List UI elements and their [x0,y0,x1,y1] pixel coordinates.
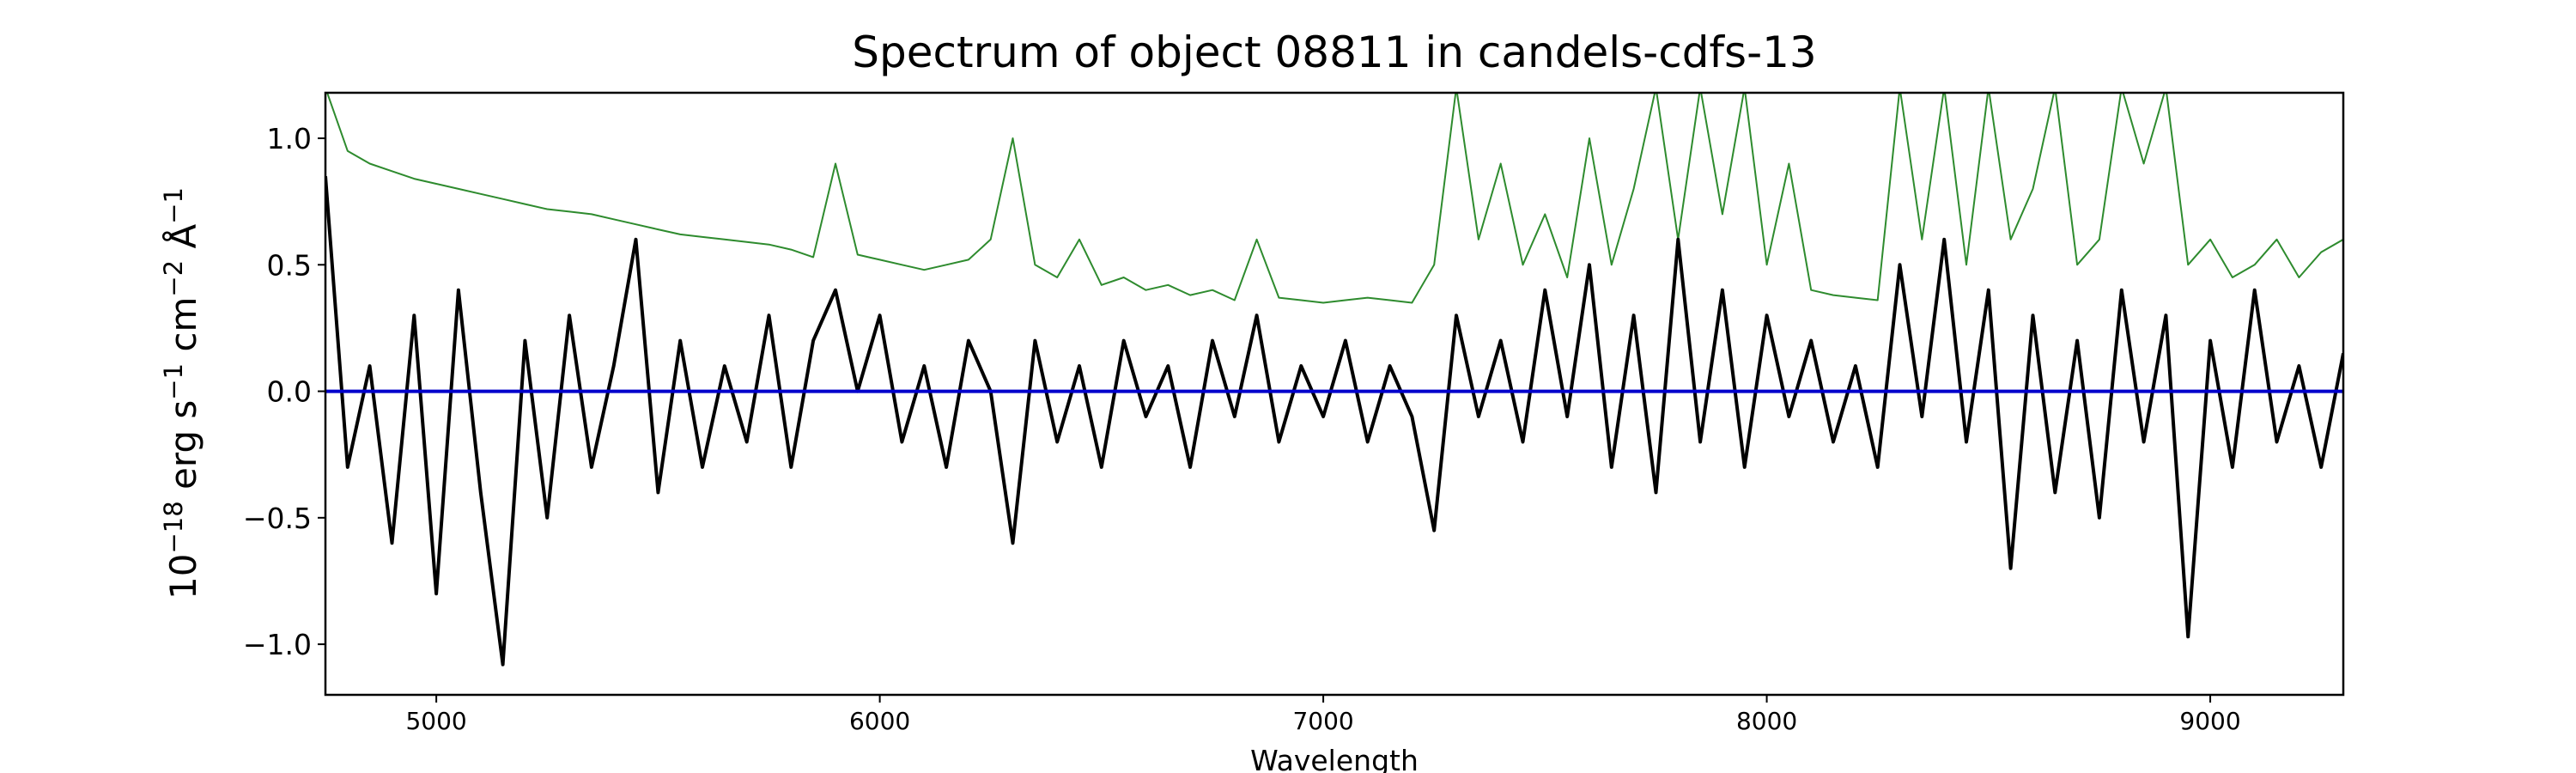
y-label-text: 10 [162,554,204,600]
x-tick-label: 8000 [1736,707,1797,735]
y-tick-label: 1.0 [267,122,312,155]
spectrum-line [326,93,2343,304]
x-tick-label: 6000 [849,707,910,735]
x-tick-label: 9000 [2179,707,2240,735]
y-label-exponent: −2 [159,260,188,297]
y-label-exponent: −1 [159,187,188,224]
y-label-text: erg s [162,400,204,502]
plot-area [325,93,2343,666]
y-axis-label: 10−18 erg s−1 cm−2 Å−1 [159,187,204,600]
x-axis-label: Wavelength [1250,744,1419,773]
plot-frame [324,91,2345,697]
y-tick-label: 0.5 [267,248,312,282]
y-label-text: cm [162,297,204,363]
y-label-text: Å [161,224,204,260]
x-tick-label: 5000 [405,707,466,735]
chart-title: Spectrum of object 08811 in candels-cdfs… [852,27,1817,77]
y-tick-label: −1.0 [243,628,312,661]
x-tick-label: 7000 [1292,707,1353,735]
y-label-exponent: −1 [159,363,188,400]
y-label-exponent: −18 [159,501,188,553]
spectrum-line [325,176,2343,666]
y-tick-label: 0.0 [267,375,312,409]
y-tick-label: −0.5 [243,502,312,535]
